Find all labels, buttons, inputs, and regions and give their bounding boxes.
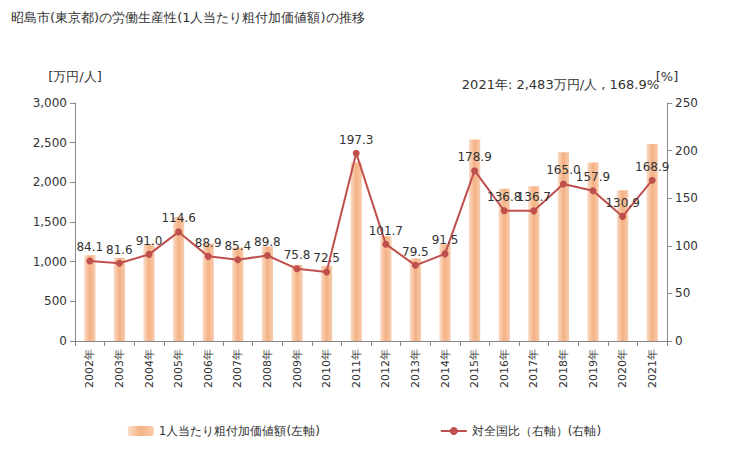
svg-text:2010年: 2010年 bbox=[320, 349, 333, 388]
svg-text:81.6: 81.6 bbox=[106, 243, 133, 257]
svg-text:2007年: 2007年 bbox=[231, 349, 244, 388]
svg-text:84.1: 84.1 bbox=[76, 240, 103, 254]
svg-text:2016年: 2016年 bbox=[498, 349, 511, 388]
svg-text:88.9: 88.9 bbox=[195, 236, 222, 250]
svg-text:2014年: 2014年 bbox=[439, 349, 452, 388]
svg-text:500: 500 bbox=[44, 294, 67, 308]
svg-text:91.5: 91.5 bbox=[432, 233, 459, 247]
svg-text:2015年: 2015年 bbox=[468, 349, 481, 388]
svg-text:[万円/人]: [万円/人] bbox=[48, 69, 102, 84]
svg-text:1人当たり粗付加価値額(左軸): 1人当たり粗付加価値額(左軸) bbox=[159, 424, 320, 438]
svg-text:対全国比（右軸）(右軸): 対全国比（右軸）(右軸) bbox=[472, 424, 601, 438]
svg-text:2021年: 2,483万円/人 , 168.9%: 2021年: 2,483万円/人 , 168.9% bbox=[462, 77, 659, 92]
svg-text:0: 0 bbox=[59, 334, 67, 348]
svg-text:85.4: 85.4 bbox=[224, 239, 251, 253]
svg-text:136.8: 136.8 bbox=[487, 190, 522, 205]
svg-text:2021年: 2021年 bbox=[646, 349, 659, 388]
svg-text:165.0: 165.0 bbox=[546, 163, 581, 178]
svg-text:昭島市(東京都)の労働生産性(1人当たり粗付加価値額)の推移: 昭島市(東京都)の労働生産性(1人当たり粗付加価値額)の推移 bbox=[11, 10, 365, 25]
svg-text:100: 100 bbox=[675, 239, 698, 253]
svg-text:2011年: 2011年 bbox=[350, 349, 363, 388]
svg-text:2017年: 2017年 bbox=[527, 349, 540, 388]
svg-text:136.7: 136.7 bbox=[517, 190, 551, 204]
svg-text:114.6: 114.6 bbox=[161, 211, 195, 225]
svg-text:2002年: 2002年 bbox=[83, 349, 96, 388]
svg-text:3,000: 3,000 bbox=[33, 96, 67, 110]
svg-text:250: 250 bbox=[675, 96, 698, 110]
svg-text:2005年: 2005年 bbox=[172, 349, 185, 388]
svg-text:2006年: 2006年 bbox=[202, 349, 215, 388]
svg-text:89.8: 89.8 bbox=[254, 235, 281, 249]
svg-text:157.9: 157.9 bbox=[576, 170, 610, 184]
svg-text:2,000: 2,000 bbox=[33, 175, 67, 189]
svg-text:50: 50 bbox=[675, 286, 690, 300]
svg-text:1,000: 1,000 bbox=[33, 255, 67, 269]
svg-text:2008年: 2008年 bbox=[261, 349, 274, 388]
svg-text:197.3: 197.3 bbox=[339, 133, 373, 147]
svg-text:[%]: [%] bbox=[656, 69, 679, 84]
svg-text:130.9: 130.9 bbox=[605, 196, 639, 210]
svg-text:2004年: 2004年 bbox=[143, 349, 156, 388]
svg-text:2019年: 2019年 bbox=[587, 349, 600, 388]
svg-text:1,500: 1,500 bbox=[33, 215, 67, 229]
svg-text:2013年: 2013年 bbox=[409, 349, 422, 388]
svg-text:2,500: 2,500 bbox=[33, 136, 67, 150]
svg-text:2012年: 2012年 bbox=[379, 349, 392, 388]
svg-text:0: 0 bbox=[675, 334, 683, 348]
svg-text:2009年: 2009年 bbox=[291, 349, 304, 388]
svg-text:79.5: 79.5 bbox=[402, 245, 429, 259]
svg-text:2003年: 2003年 bbox=[113, 349, 126, 388]
svg-text:2018年: 2018年 bbox=[557, 349, 570, 388]
svg-text:178.9: 178.9 bbox=[457, 150, 491, 164]
svg-text:101.7: 101.7 bbox=[369, 224, 403, 238]
svg-text:150: 150 bbox=[675, 191, 698, 205]
svg-text:168.9: 168.9 bbox=[635, 160, 669, 174]
svg-text:75.8: 75.8 bbox=[284, 248, 311, 262]
svg-text:91.0: 91.0 bbox=[136, 234, 163, 248]
svg-text:2020年: 2020年 bbox=[616, 349, 629, 388]
svg-text:200: 200 bbox=[675, 144, 698, 158]
svg-text:72.5: 72.5 bbox=[313, 251, 340, 265]
